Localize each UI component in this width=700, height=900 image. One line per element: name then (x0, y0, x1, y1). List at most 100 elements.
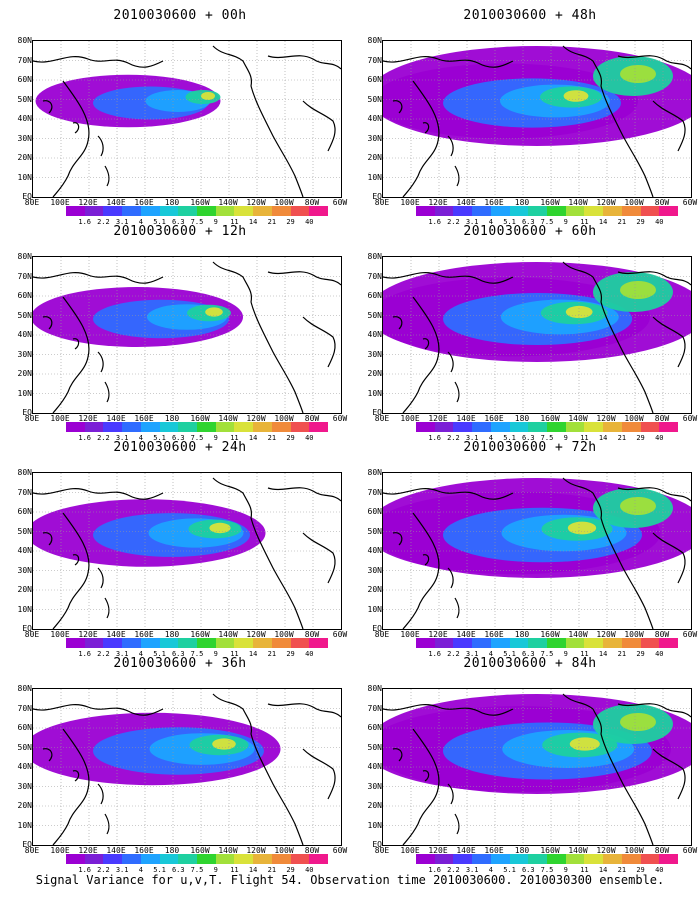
colorbar-swatch (547, 422, 566, 432)
colorbar-swatch (584, 422, 604, 432)
colorbar-swatch (140, 854, 160, 864)
colorbar-swatch (84, 638, 104, 648)
colorbar-label: 4 (488, 218, 493, 226)
colorbar-label: 14 (248, 434, 258, 442)
lon-label: 100W (624, 846, 644, 855)
colorbar-label: 21 (267, 650, 277, 658)
map-svg (383, 689, 691, 845)
colorbar-label: 9 (213, 218, 218, 226)
lon-label: 140W (568, 630, 588, 639)
colorbar-label: 29 (286, 434, 295, 442)
lon-label: 120E (78, 198, 98, 207)
lon-label: 120E (78, 414, 98, 423)
lon-label: 80W (304, 414, 320, 423)
variance-contour (620, 281, 656, 299)
lon-label: 120E (78, 630, 98, 639)
lon-label: 140E (106, 630, 126, 639)
colorbar-label: 9 (213, 866, 218, 874)
colorbar-label: 3.1 (115, 866, 129, 874)
lat-label: 70N (367, 55, 382, 65)
lat-label: 80N (17, 36, 32, 45)
colorbar-swatch (453, 638, 473, 648)
lat-label: 50N (367, 742, 382, 752)
colorbar-swatch (103, 422, 123, 432)
colorbar-label: 14 (248, 866, 258, 874)
colorbar-label: 2.2 (97, 650, 110, 658)
colorbar-label: 29 (636, 866, 645, 874)
variance-contour (620, 713, 656, 731)
lon-label: 80E (374, 630, 390, 639)
colorbar-swatch (434, 854, 454, 864)
colorbar-swatch (66, 854, 85, 864)
colorbar-swatch (122, 206, 141, 216)
lon-label: 120W (246, 198, 266, 207)
lon-label: 160W (190, 630, 210, 639)
colorbar-swatch (659, 638, 679, 648)
coastline (97, 351, 110, 403)
panel-title: 2010030600 + 72h (463, 440, 597, 455)
colorbar-swatch (66, 206, 85, 216)
lon-label: 100W (624, 630, 644, 639)
coastline (302, 316, 336, 368)
lon-label: 80W (304, 846, 320, 855)
lat-label: 10N (17, 820, 32, 830)
coastline (33, 56, 164, 68)
variance-contour (209, 522, 231, 534)
lat-label: 50N (17, 310, 32, 320)
lat-label: 20N (17, 369, 32, 378)
colorbar-label: 5.1 (153, 650, 166, 658)
colorbar-swatch (621, 638, 641, 648)
lat-label: 20N (367, 585, 382, 594)
colorbar-swatch (434, 638, 454, 648)
coastline (97, 135, 110, 187)
colorbar-swatch (565, 422, 585, 432)
coastline (392, 532, 430, 566)
lon-label: 120W (246, 414, 266, 423)
colorbar-swatch (603, 422, 622, 432)
colorbar-label: 5.1 (503, 650, 516, 658)
colorbar-swatch (509, 854, 529, 864)
lat-label: 40N (17, 546, 32, 555)
colorbar-label: 11 (580, 866, 589, 874)
colorbar-label: 11 (230, 866, 239, 874)
colorbar-label: 40 (655, 866, 664, 874)
lon-label: 120E (428, 414, 448, 423)
map-svg (33, 473, 341, 629)
map-area (382, 256, 692, 414)
coastline (392, 100, 430, 134)
coastline (33, 272, 164, 284)
lon-label: 100W (274, 630, 294, 639)
coastline (267, 487, 341, 502)
lon-label: 160E (134, 846, 154, 855)
lon-label: 160W (540, 630, 560, 639)
lat-label: 10N (17, 604, 32, 614)
colorbar-swatch (416, 854, 435, 864)
colorbar-swatch (215, 422, 235, 432)
lon-label: 120E (78, 846, 98, 855)
coastline (302, 748, 336, 800)
colorbar-swatch (103, 854, 123, 864)
lon-label: 60W (682, 198, 698, 207)
panel-title: 2010030600 + 60h (463, 224, 597, 239)
colorbar-swatch (103, 206, 123, 216)
colorbar-swatch (453, 422, 473, 432)
map-panel: 2010030600 + 84h 80N 70N 60N 50N 40N 30N 20N 10N… (360, 648, 700, 874)
colorbar-label: 40 (305, 434, 314, 442)
lat-label: 80N (367, 684, 382, 693)
coastline (302, 100, 336, 152)
colorbar (66, 854, 329, 864)
coastline (383, 488, 514, 500)
colorbar-label: 1.6 (78, 434, 92, 442)
colorbar-label: 2.2 (97, 218, 110, 226)
lon-label: 120E (428, 630, 448, 639)
colorbar (66, 422, 329, 432)
colorbar (416, 206, 679, 216)
lon-label: 120E (428, 198, 448, 207)
coastline (402, 80, 440, 197)
lon-label: 120E (428, 846, 448, 855)
lon-label: 140W (218, 198, 238, 207)
coastline (652, 748, 686, 800)
colorbar-label: 29 (286, 650, 295, 658)
lat-label: 80N (17, 684, 32, 693)
colorbar-swatch (290, 854, 310, 864)
